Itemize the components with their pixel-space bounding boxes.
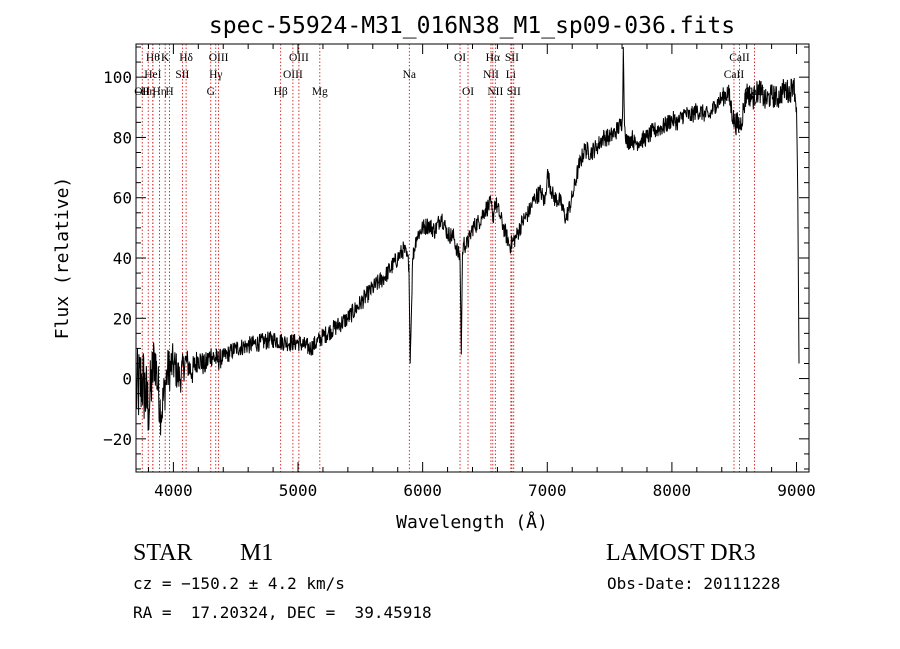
spectral-line-label-10: Hγ bbox=[209, 69, 222, 81]
spectral-line-label-26: CaII bbox=[729, 52, 750, 64]
spectral-line-label-7: SII bbox=[175, 69, 189, 81]
obs-date: Obs-Date: 20111228 bbox=[607, 574, 781, 593]
spectral-line-label-21: NII bbox=[487, 86, 503, 98]
spectrum-series bbox=[135, 46, 800, 436]
spectral-line-label-5: K bbox=[161, 52, 170, 64]
x-tick-label-3: 7000 bbox=[528, 481, 567, 500]
spectral-line-label-0: OII bbox=[134, 86, 150, 98]
x-tick-label-4: 8000 bbox=[653, 481, 692, 500]
x-axis-label: Wavelength (Å) bbox=[396, 511, 548, 533]
spectral-line-label-9: G bbox=[207, 86, 215, 98]
x-tick-label-2: 6000 bbox=[403, 481, 442, 500]
spectral-line-label-13: OIII bbox=[283, 69, 303, 81]
spectral-line-label-25: CaII bbox=[724, 69, 745, 81]
x-tick-label-1: 5000 bbox=[279, 481, 318, 500]
spectral-line-label-16: Na bbox=[403, 69, 416, 81]
spectral-line-label-20: Hα bbox=[486, 52, 500, 64]
spectral-line-label-11: OIII bbox=[209, 52, 229, 64]
y-tick-label-0: −20 bbox=[103, 430, 132, 449]
y-tick-label-1: 0 bbox=[122, 370, 132, 389]
chart-title: spec-55924-M31_016N38_M1_sp09-036.fits bbox=[209, 13, 735, 39]
axes: 4000 5000 6000 7000 8000 9000 −20 0 20 40 60 80 100 bbox=[103, 44, 816, 500]
plot-frame bbox=[135, 43, 810, 473]
x-tick-label-5: 9000 bbox=[777, 481, 816, 500]
object-type: STAR bbox=[133, 540, 193, 566]
y-tick-label-6: 100 bbox=[103, 68, 132, 87]
y-axis-label: Flux (relative) bbox=[52, 177, 73, 340]
spectral-line-markers: OIIHηHθHeIHηKHSIIHδGHγOIIIHβOIIIOIIIMgNa… bbox=[134, 44, 765, 472]
spectral-line-label-14: OIII bbox=[289, 52, 309, 64]
spectral-line-label-8: Hδ bbox=[179, 52, 193, 64]
spectral-line-label-15: Mg bbox=[312, 86, 328, 98]
y-tick-label-3: 40 bbox=[113, 249, 132, 268]
flux-series-line bbox=[135, 46, 800, 436]
spectral-line-label-6: H bbox=[165, 86, 173, 98]
redshift-text: cz = −150.2 ± 4.2 km/s bbox=[133, 574, 345, 593]
spectral-line-label-1: Hη bbox=[141, 86, 155, 98]
spectral-line-label-22: Li bbox=[506, 69, 516, 81]
x-tick-label-0: 4000 bbox=[154, 481, 193, 500]
spectral-line-label-4: Hη bbox=[152, 86, 166, 98]
spectral-line-label-23: SII bbox=[505, 52, 519, 64]
spectral-line-label-12: Hβ bbox=[274, 86, 288, 98]
object-subclass: M1 bbox=[240, 540, 274, 566]
y-tick-label-4: 60 bbox=[113, 189, 132, 208]
spectral-line-label-3: HeI bbox=[144, 69, 161, 81]
y-tick-label-2: 20 bbox=[113, 309, 132, 328]
coordinates: RA = 17.20324, DEC = 39.45918 bbox=[133, 603, 432, 622]
y-tick-label-5: 80 bbox=[113, 128, 132, 147]
spectral-line-label-18: OI bbox=[462, 86, 474, 98]
spectral-line-label-24: SII bbox=[507, 86, 521, 98]
survey-name: LAMOST DR3 bbox=[606, 540, 756, 566]
spectral-line-label-17: OI bbox=[454, 52, 466, 64]
spectral-line-label-19: NII bbox=[483, 69, 499, 81]
